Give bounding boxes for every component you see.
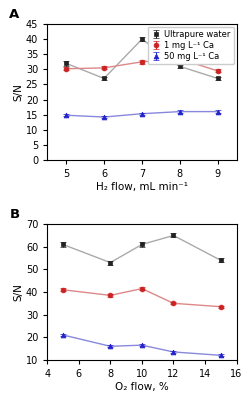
- Text: B: B: [9, 208, 20, 222]
- X-axis label: O₂ flow, %: O₂ flow, %: [114, 382, 168, 392]
- Y-axis label: S/N: S/N: [13, 283, 23, 301]
- Legend: Ultrapure water, 1 mg L⁻¹ Ca, 50 mg L⁻¹ Ca: Ultrapure water, 1 mg L⁻¹ Ca, 50 mg L⁻¹ …: [147, 27, 233, 64]
- Y-axis label: S/N: S/N: [13, 83, 23, 101]
- X-axis label: H₂ flow, mL min⁻¹: H₂ flow, mL min⁻¹: [96, 182, 187, 192]
- Text: A: A: [9, 8, 20, 22]
